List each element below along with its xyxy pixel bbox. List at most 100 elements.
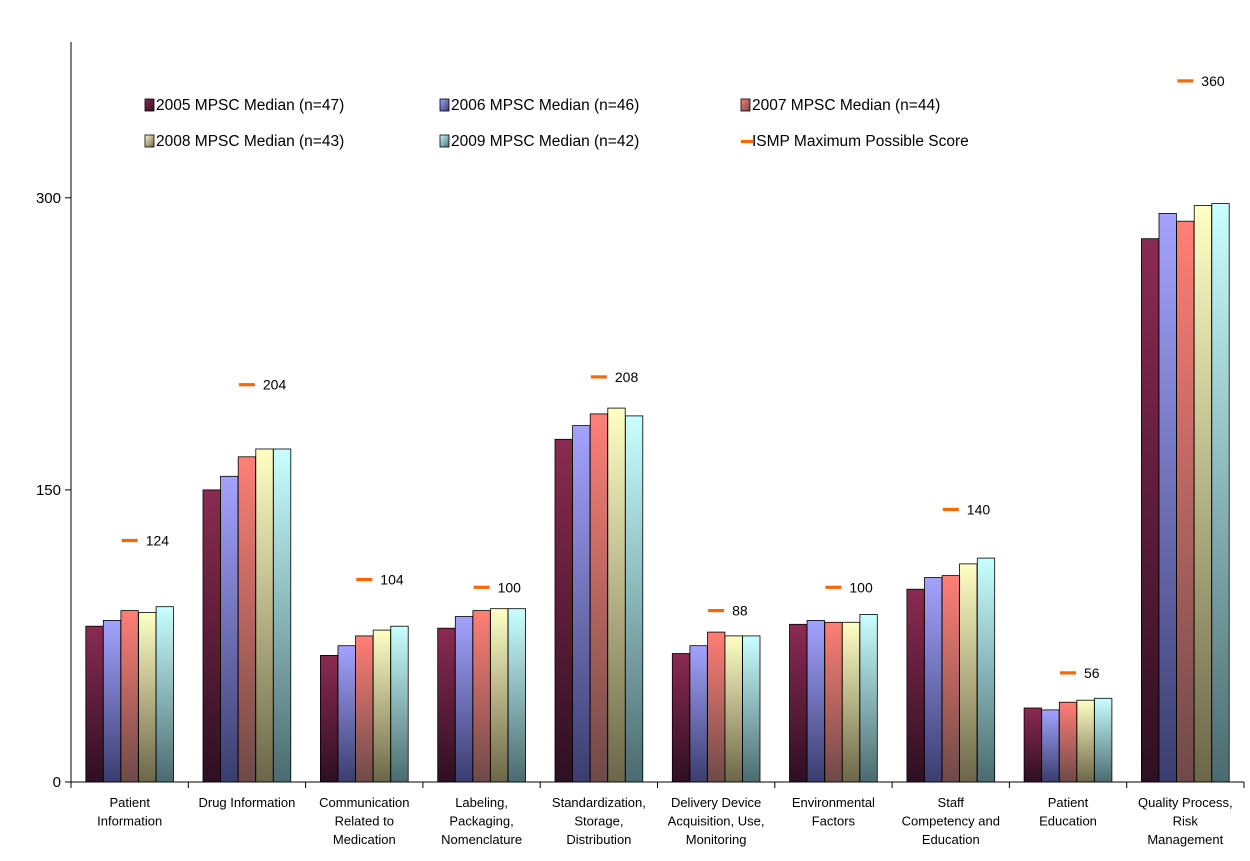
max-score-marker [825,585,842,589]
category-label: Labeling, Packaging, Nomenclature [441,795,522,847]
legend-label: 2005 MPSC Median (n=47) [156,97,344,114]
max-score-marker [590,375,607,379]
category-label: Communication Related to Medication [319,795,409,847]
bar-1-1 [85,625,104,783]
bar-4-5 [607,407,626,783]
bar-2-1 [102,620,122,783]
legend-swatch [144,98,155,112]
legend-label: 2008 MPSC Median (n=43) [156,133,344,150]
bar-4-3 [372,629,392,783]
bar-3-6 [707,631,726,783]
bar-5-4 [507,608,526,783]
legend-swatch [740,98,751,112]
bar-5-1 [155,606,174,783]
bar-4-7 [841,621,861,783]
category-label: Patient Education [1039,795,1097,829]
max-score-marker [238,383,255,387]
legend: 2005 MPSC Median (n=47) 2006 MPSC Median … [144,97,969,150]
legend-item: 2005 MPSC Median (n=47) [144,97,344,114]
max-score-marker [1177,79,1194,83]
bar-2-4 [454,616,474,783]
legend-item: ISMP Maximum Possible Score [741,133,969,150]
bar-1-5 [554,438,573,783]
legend-label: 2009 MPSC Median (n=42) [451,133,639,150]
bar-3-8 [941,575,960,783]
bar-4-6 [724,635,743,783]
legend-item: 2007 MPSC Median (n=44) [740,97,940,114]
legend-swatch [439,98,450,112]
bar-2-7 [806,620,825,783]
legend-item: 2006 MPSC Median (n=46) [439,97,639,114]
legend-swatch [741,140,753,143]
max-score-label: 140 [967,501,991,517]
legend-swatch [439,134,450,148]
bars [85,203,1230,783]
max-score-marker [356,577,373,582]
bar-3-9 [1058,701,1078,783]
max-score-marker [1060,671,1076,675]
bar-4-9 [1076,699,1095,783]
y-tick-label: 300 [36,190,61,207]
max-score-marker [121,538,138,543]
legend-label: 2007 MPSC Median (n=44) [752,97,940,114]
max-score-marker [942,507,959,511]
bar-3-5 [589,413,609,783]
bar-4-4 [490,608,509,783]
max-score-label: 104 [380,572,404,588]
bar-5-8 [976,557,996,783]
max-score-label: 56 [1084,665,1100,681]
category-label: Staff Competency and Education [902,795,1000,847]
bar-2-2 [220,475,239,783]
max-score-label: 100 [498,579,522,595]
max-score-label: 88 [732,603,748,619]
bar-2-10 [1158,212,1177,783]
bar-4-1 [138,612,157,783]
category-label: Patient Information [97,795,162,829]
bar-5-7 [859,614,878,783]
legend-item: 2008 MPSC Median (n=43) [144,133,344,150]
bar-3-3 [355,635,374,783]
max-score-label: 100 [849,579,873,595]
max-score-marker [473,585,490,589]
bar-1-6 [671,653,691,783]
bar-4-8 [959,563,978,783]
max-score-marker [708,609,725,613]
bar-1-8 [906,588,925,783]
category-label: Standardization, Storage, Distribution [552,795,646,847]
bar-5-3 [390,625,409,783]
bar-5-6 [742,635,761,783]
max-score-label: 360 [1201,73,1225,89]
bar-1-9 [1023,707,1042,783]
bar-2-6 [689,645,708,783]
category-label: Environmental Factors [792,795,875,829]
bar-1-4 [437,627,456,783]
bar-2-9 [1041,709,1060,783]
bar-2-8 [924,577,943,783]
category-label: Drug Information [198,795,295,810]
legend-label: 2006 MPSC Median (n=46) [451,97,639,114]
bar-2-3 [337,645,356,783]
bar-3-7 [824,621,843,783]
category-label: Delivery Device Acquisition, Use, Monitori… [668,795,765,847]
bar-2-5 [572,425,591,783]
bar-5-5 [625,415,644,783]
category-label: Quality Process, Risk Management [1138,795,1233,847]
bar-4-10 [1193,205,1212,783]
bar-4-2 [255,448,274,783]
max-score-markers: 124 204 104 100 208 88 100 140 56 360 [121,73,1225,681]
category-labels: Patient Information Drug Information Commun… [97,795,1232,847]
y-tick-label: 150 [36,482,61,499]
bar-3-10 [1176,220,1195,783]
bar-5-9 [1094,697,1113,783]
legend-item: 2009 MPSC Median (n=42) [439,133,639,150]
bar-1-7 [789,623,808,783]
bar-5-2 [272,448,292,783]
bar-1-10 [1141,238,1160,783]
bar-1-2 [202,489,221,783]
max-score-label: 204 [263,377,287,393]
bar-3-2 [237,456,256,783]
bar-3-1 [120,610,139,783]
y-tick-label: 0 [53,774,61,791]
